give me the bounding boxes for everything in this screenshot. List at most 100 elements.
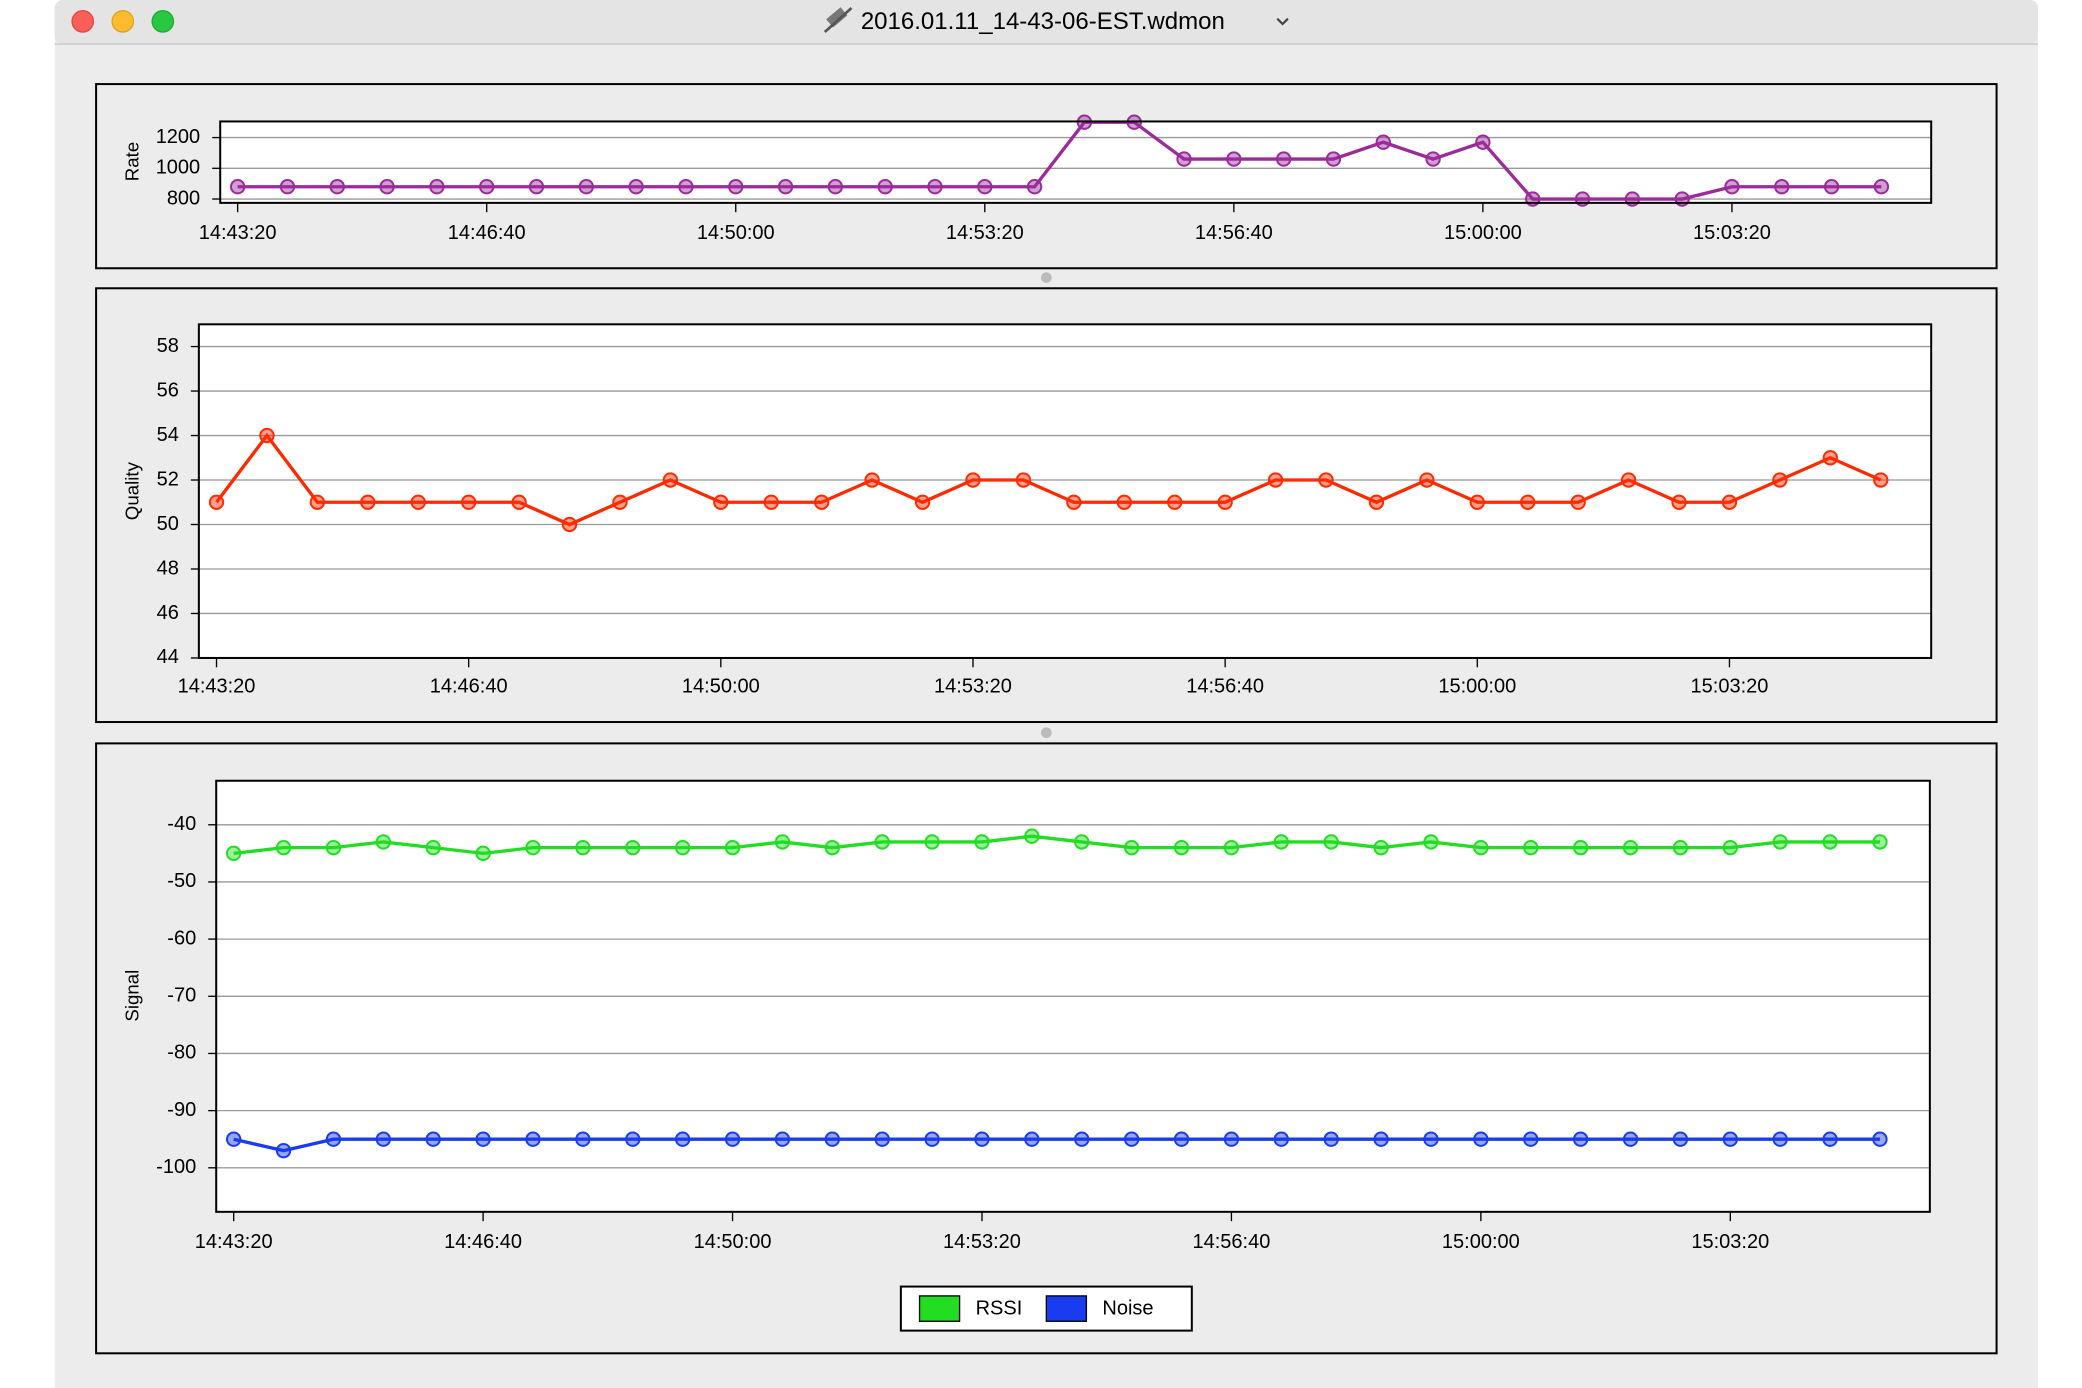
- data-point: [1423, 1131, 1439, 1147]
- data-point: [1066, 494, 1082, 510]
- data-point: [1026, 179, 1043, 195]
- data-point: [927, 179, 943, 195]
- x-tick-label: 14:46:40: [444, 1231, 522, 1253]
- data-point: [965, 472, 981, 488]
- x-tick-label: 14:56:40: [1192, 1231, 1270, 1253]
- x-tick-label: 15:00:00: [1444, 222, 1522, 244]
- title-menu-chevron[interactable]: [1276, 17, 1289, 26]
- data-point: [275, 839, 292, 856]
- y-tick-label: -80: [167, 1042, 196, 1064]
- data-point: [1672, 1131, 1689, 1147]
- data-point: [877, 179, 893, 195]
- data-point: [1721, 494, 1738, 510]
- data-point: [325, 839, 342, 856]
- data-point: [1273, 1131, 1289, 1147]
- data-point: [1822, 1131, 1838, 1147]
- x-tick-label: 14:46:40: [448, 222, 526, 244]
- data-point: [375, 834, 392, 850]
- data-point: [1872, 1131, 1888, 1147]
- data-point: [1873, 179, 1890, 195]
- data-point: [1873, 472, 1889, 488]
- data-point: [1425, 151, 1441, 167]
- data-point: [628, 179, 644, 195]
- data-point: [1123, 839, 1140, 856]
- splitter-handle[interactable]: [1041, 272, 1052, 283]
- title-bar: [54, 0, 2038, 45]
- data-point: [674, 1131, 691, 1147]
- data-point: [1570, 494, 1586, 510]
- y-tick-label: -90: [167, 1099, 196, 1121]
- data-point: [425, 1131, 441, 1147]
- series-line: [233, 834, 1880, 856]
- data-point: [713, 494, 729, 510]
- data-point: [1226, 151, 1242, 167]
- data-point: [229, 179, 246, 195]
- data-point: [1024, 828, 1040, 844]
- data-point: [1822, 834, 1838, 850]
- legend-swatch: [918, 1295, 961, 1322]
- x-tick-label: 14:53:20: [946, 222, 1024, 244]
- data-point: [1217, 494, 1233, 510]
- y-tick-label: -40: [167, 813, 196, 835]
- splitter-handle[interactable]: [1041, 727, 1052, 739]
- data-point: [410, 494, 426, 510]
- y-tick-label: 56: [157, 379, 179, 401]
- x-tick-label: 14:43:20: [195, 1231, 273, 1253]
- data-point: [1823, 179, 1840, 195]
- data-point: [774, 834, 791, 850]
- data-point: [578, 179, 594, 195]
- zoom-button[interactable]: [151, 10, 175, 33]
- y-tick-label: -70: [167, 985, 196, 1007]
- data-point: [763, 494, 779, 510]
- data-point: [977, 179, 993, 195]
- y-tick-label: -50: [167, 870, 196, 892]
- data-point: [225, 1131, 242, 1147]
- data-point: [914, 494, 931, 510]
- data-point: [1024, 1131, 1040, 1147]
- data-point: [1074, 834, 1090, 850]
- x-tick-label: 15:00:00: [1438, 676, 1516, 698]
- data-point: [1523, 1131, 1539, 1147]
- data-point: [479, 179, 495, 195]
- data-point: [528, 179, 545, 195]
- data-point: [874, 834, 890, 850]
- data-point: [874, 1131, 890, 1147]
- close-button[interactable]: [71, 10, 95, 33]
- data-point: [1373, 1131, 1389, 1147]
- data-point: [777, 179, 794, 195]
- data-point: [974, 834, 990, 850]
- y-axis-label: Quality: [121, 461, 142, 520]
- x-tick-label: 14:53:20: [943, 1231, 1021, 1253]
- data-point: [1325, 151, 1342, 167]
- series-line: [233, 1137, 1880, 1153]
- data-point: [379, 179, 395, 195]
- data-point: [1772, 834, 1788, 850]
- legend-label: RSSI: [976, 1298, 1023, 1320]
- data-point: [1671, 494, 1687, 510]
- data-point: [1015, 472, 1032, 488]
- window-title[interactable]: 2016.01.11_14-43-06-EST.wdmon: [861, 8, 1225, 35]
- plot-frame: [215, 779, 1931, 1213]
- data-point: [1622, 1131, 1639, 1147]
- data-point: [1318, 472, 1334, 488]
- data-point: [1173, 1131, 1190, 1147]
- data-point: [612, 494, 628, 510]
- data-point: [1176, 151, 1192, 167]
- data-point: [1473, 1131, 1489, 1147]
- x-tick-label: 14:43:20: [199, 222, 277, 244]
- x-tick-label: 14:56:40: [1186, 676, 1264, 698]
- data-point: [724, 1131, 741, 1147]
- data-point: [678, 179, 694, 195]
- data-point: [1475, 134, 1491, 150]
- data-point: [1520, 494, 1536, 510]
- data-point: [1572, 1131, 1589, 1147]
- data-point: [425, 839, 441, 856]
- x-tick-label: 15:03:20: [1691, 676, 1769, 698]
- minimize-button[interactable]: [111, 10, 135, 33]
- data-point: [774, 1131, 791, 1147]
- data-point: [360, 494, 376, 510]
- data-point: [1116, 494, 1132, 510]
- data-point: [1223, 839, 1240, 856]
- data-point: [1074, 1131, 1090, 1147]
- data-point: [429, 179, 445, 195]
